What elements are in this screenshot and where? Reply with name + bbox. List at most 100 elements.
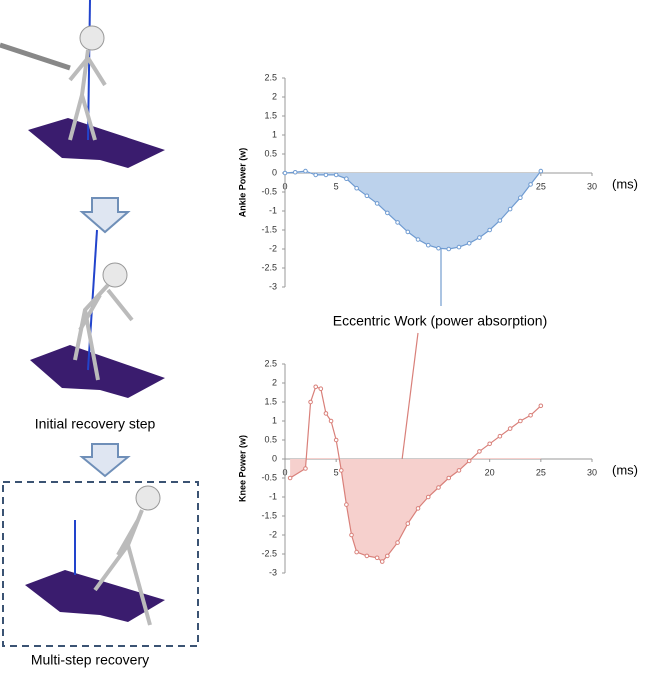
arrow [79, 197, 131, 234]
point [385, 553, 390, 559]
point [477, 235, 482, 240]
y-tick-label: 2.5 [264, 72, 277, 82]
x-unit: (ms) [612, 462, 638, 477]
point [338, 468, 344, 473]
caption: Multi-step recovery [31, 652, 149, 668]
point [354, 185, 359, 191]
point [287, 475, 293, 481]
y-axis-label: Knee Power (w) [237, 435, 247, 502]
y-tick-label: -2 [269, 243, 277, 253]
y-tick-label: -3 [269, 567, 277, 577]
point [364, 553, 370, 559]
area-fill [285, 172, 541, 249]
point [456, 468, 462, 473]
point [405, 521, 411, 526]
scene-1 [0, 0, 165, 168]
point [415, 506, 421, 511]
y-tick-label: 2 [272, 377, 277, 387]
point [456, 244, 462, 250]
point [349, 532, 354, 538]
point [374, 201, 380, 206]
y-tick-label: -1 [269, 491, 277, 501]
point [385, 210, 390, 216]
x-tick-label: 5 [334, 467, 339, 477]
point [323, 172, 329, 178]
point [333, 437, 339, 443]
point [405, 229, 411, 235]
point [497, 433, 503, 439]
y-tick-label: 1.5 [264, 396, 277, 406]
y-tick-label: -3 [269, 281, 277, 291]
point [466, 241, 472, 246]
point [487, 441, 492, 447]
point [507, 426, 513, 431]
point [374, 555, 380, 561]
point [425, 494, 431, 500]
point [507, 206, 513, 212]
x-tick-label: 20 [485, 467, 495, 477]
y-tick-label: -2 [269, 529, 277, 539]
point [328, 418, 334, 424]
point [436, 245, 441, 251]
x-tick-label: 25 [536, 467, 546, 477]
point [308, 399, 313, 405]
scene-2 [30, 229, 165, 398]
y-tick-label: 1 [272, 129, 277, 139]
y-tick-label: -1.5 [261, 224, 277, 234]
y-tick-label: 2 [272, 91, 277, 101]
x-unit: (ms) [612, 176, 638, 191]
x-tick-label: 5 [334, 181, 339, 191]
point [466, 458, 472, 464]
scene-3 [25, 485, 165, 626]
annotation: Eccentric Work (power absorption) [333, 313, 547, 329]
y-tick-label: -2.5 [261, 262, 277, 272]
point [379, 559, 385, 564]
point [395, 540, 400, 545]
y-tick-label: 1.5 [264, 110, 277, 120]
point [446, 475, 452, 481]
x-tick-label: 30 [587, 467, 597, 477]
y-tick-label: 0 [272, 167, 277, 177]
point [318, 386, 324, 392]
y-tick-label: 0.5 [264, 434, 277, 444]
point [446, 246, 452, 252]
point [313, 384, 319, 390]
point [538, 403, 544, 409]
point [282, 170, 288, 176]
point [518, 195, 523, 200]
y-tick-label: -0.5 [261, 472, 277, 482]
point [497, 218, 503, 223]
point [528, 182, 533, 187]
point [538, 168, 544, 174]
point [415, 237, 421, 242]
point [344, 176, 349, 181]
point [477, 449, 482, 454]
caption: Initial recovery step [35, 416, 156, 432]
point [313, 172, 319, 178]
dashed-box [2, 481, 199, 647]
point [436, 485, 441, 490]
point [364, 193, 370, 199]
x-tick-label: 25 [536, 181, 546, 191]
y-tick-label: -0.5 [261, 186, 277, 196]
y-tick-label: 1 [272, 415, 277, 425]
point [354, 549, 359, 555]
y-tick-label: 0 [272, 453, 277, 463]
point [303, 168, 308, 174]
point [344, 502, 349, 507]
y-tick-label: -2.5 [261, 548, 277, 558]
point [425, 242, 431, 248]
point [487, 227, 492, 233]
y-tick-label: -1.5 [261, 510, 277, 520]
y-axis-label: Ankle Power (w) [237, 148, 247, 218]
point [333, 172, 339, 178]
point [292, 169, 298, 175]
y-tick-label: 2.5 [264, 358, 277, 368]
arrow [79, 443, 131, 478]
y-tick-label: 0.5 [264, 148, 277, 158]
point [528, 413, 533, 418]
x-tick-label: 30 [587, 181, 597, 191]
point [518, 418, 523, 424]
point [303, 466, 308, 471]
